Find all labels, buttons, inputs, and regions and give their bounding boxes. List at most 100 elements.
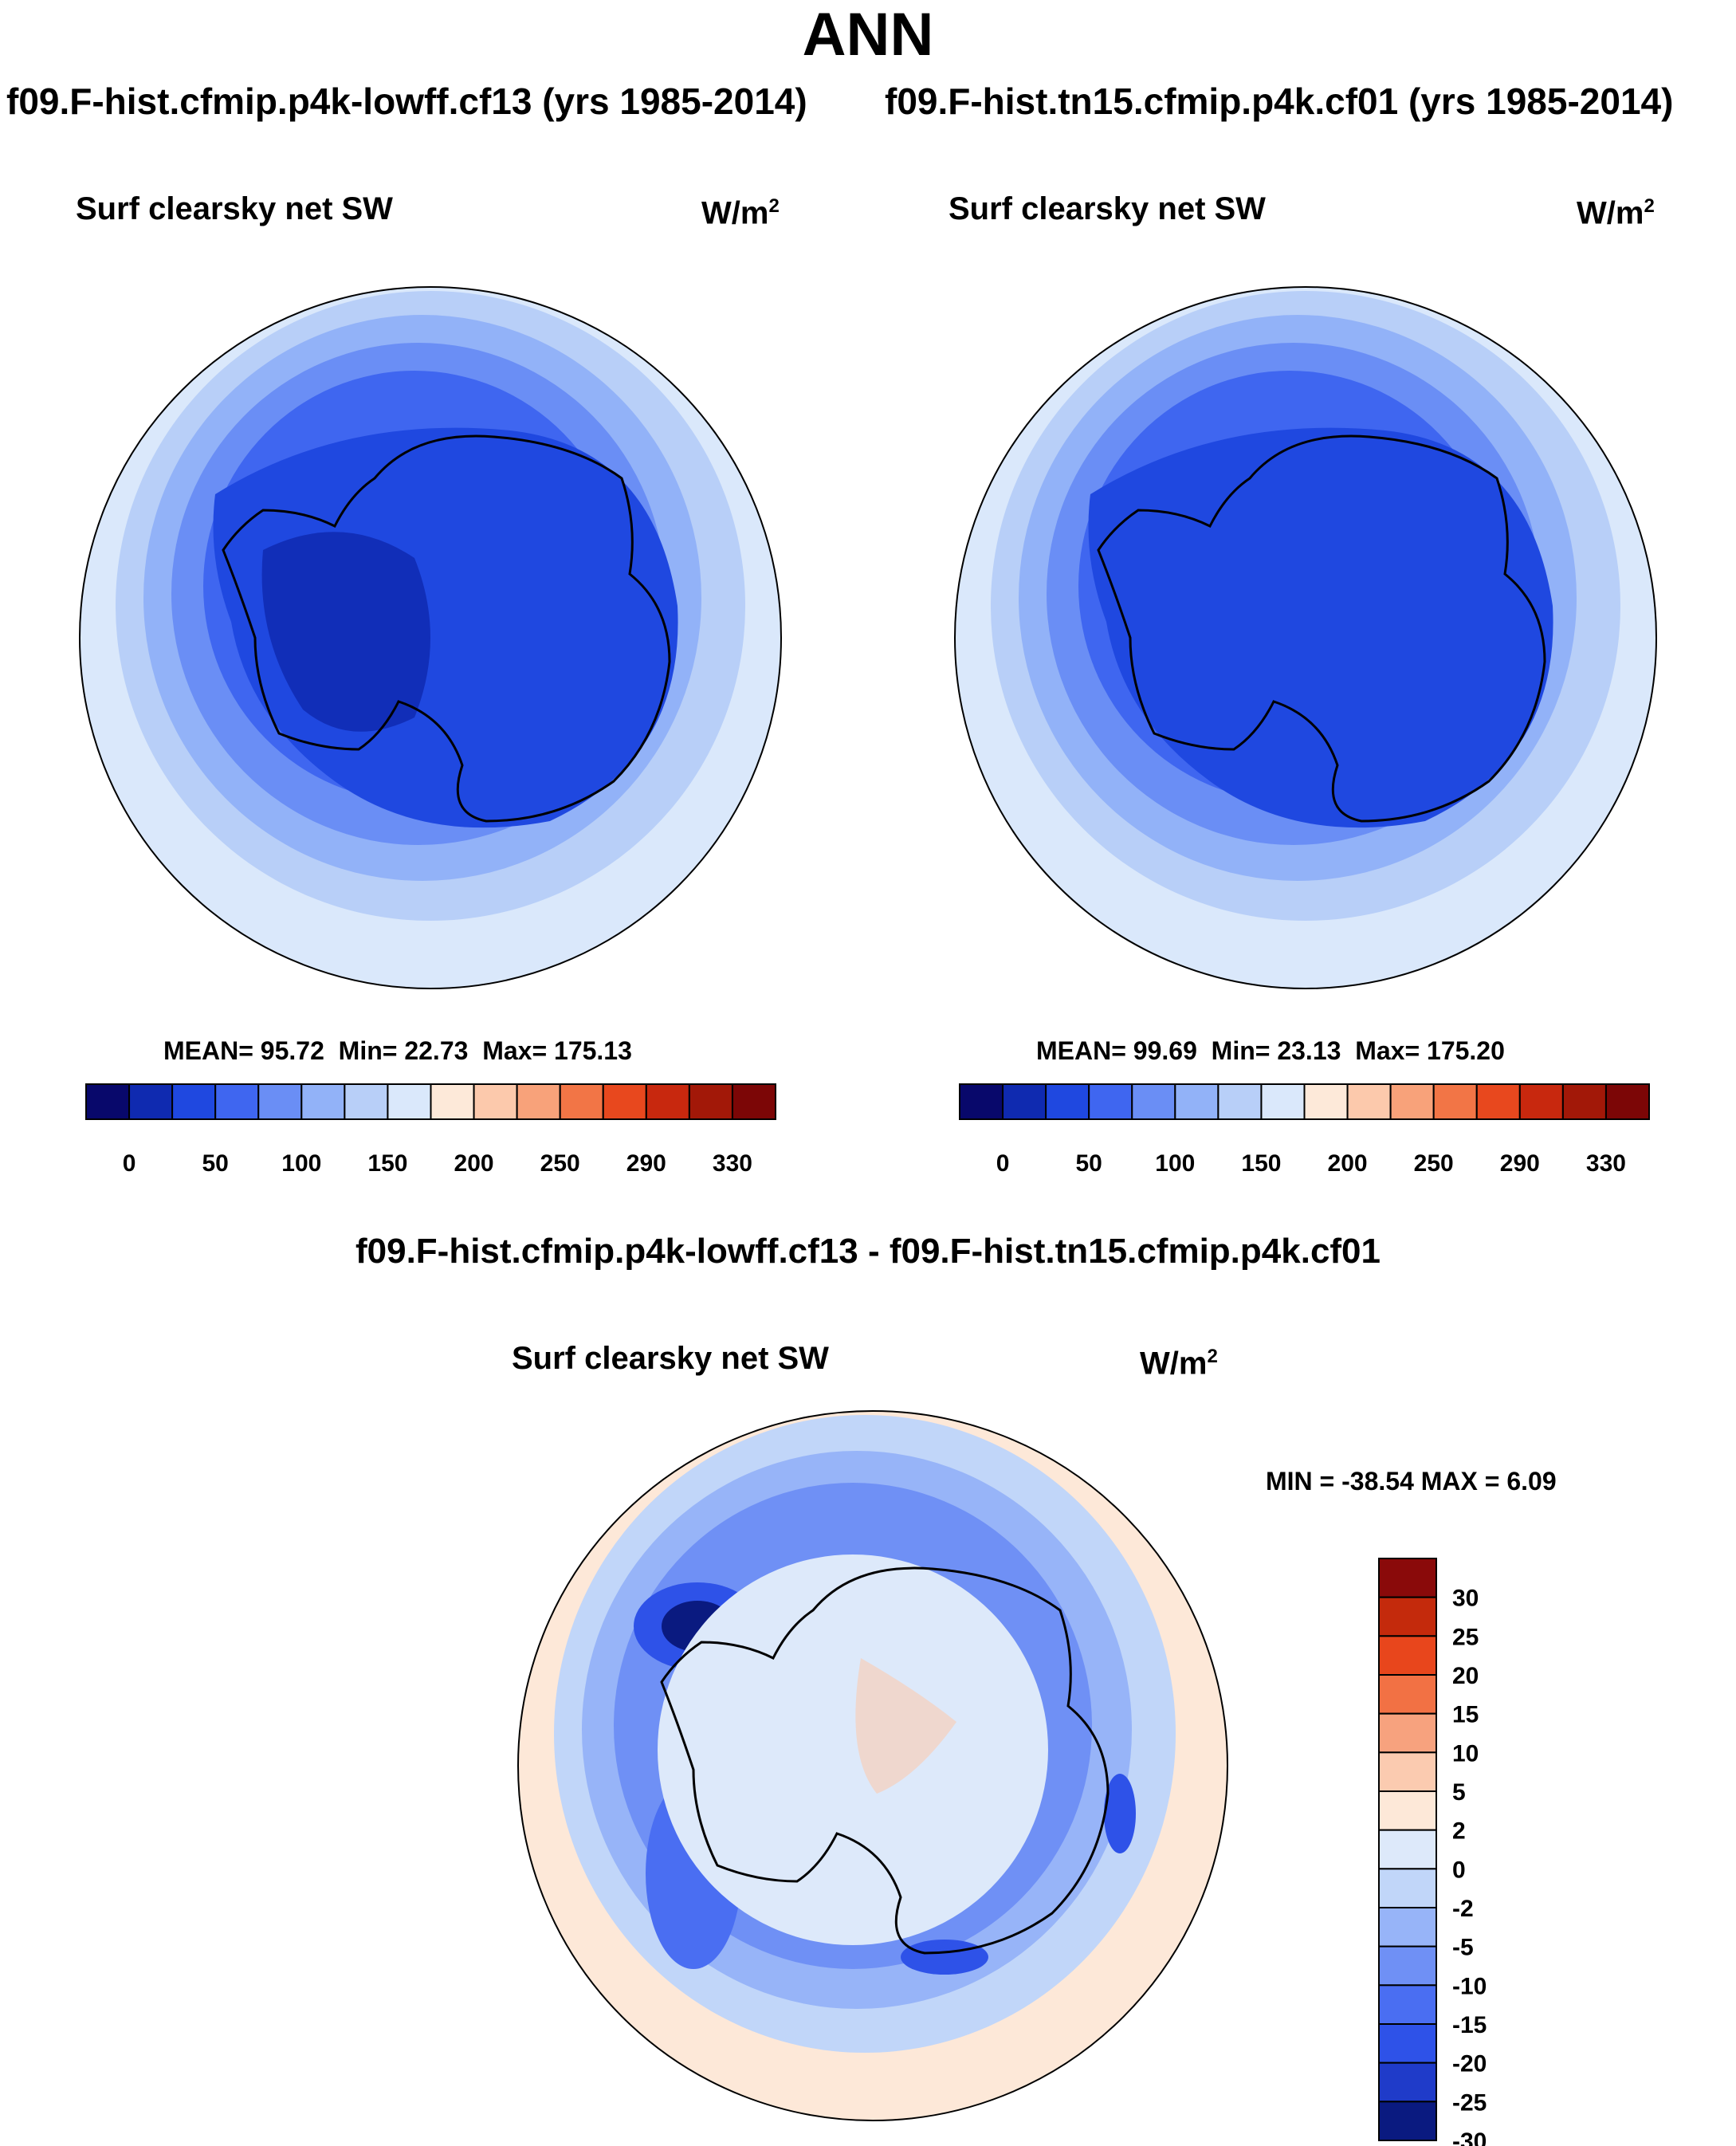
panel1-colorbar-tick-label: 50 [202,1150,229,1177]
panel2-colorbar-swatch-7 [1260,1083,1306,1120]
diff-colorbar-tick-label: 2 [1452,1818,1466,1845]
panel1-units: W/m2 [701,195,780,231]
diff-colorbar-tick-label: 15 [1452,1702,1479,1728]
diff-colorbar-swatch-4 [1378,1712,1437,1754]
diff-colorbar-tick-label: -15 [1452,2012,1487,2038]
panel2-colorbar-swatch-15 [1604,1083,1650,1120]
case2-header: f09.F-hist.tn15.cfmip.p4k.cf01 (yrs 1985… [885,81,1674,122]
panel1-colorbar-swatch-12 [602,1083,647,1120]
panel1-colorbar-swatch-8 [430,1083,475,1120]
diff-colorbar-tick-label: 30 [1452,1586,1479,1612]
panel2-colorbar-swatch-14 [1561,1083,1607,1120]
panel2-colorbar: 0 50 100 150 200 250 290 330 [959,1083,1650,1177]
panel1-stats: MEAN= 95.72 Min= 22.73 Max= 175.13 [163,1036,632,1065]
panel1-colorbar-tick-label: 250 [540,1150,580,1177]
diff-map [517,1410,1228,2121]
panel2-colorbar-swatch-6 [1217,1083,1263,1120]
diff-colorbar-swatch-11 [1378,1984,1437,2025]
panel1-colorbar-swatch-5 [300,1083,346,1120]
diff-colorbar-tick-label: -20 [1452,2051,1487,2077]
panel1-colorbar-tick-label: 330 [713,1150,752,1177]
panel1-colorbar-tick-label: 290 [626,1150,666,1177]
panel2-map [954,286,1657,989]
panel2-colorbar-swatch-9 [1346,1083,1392,1120]
diff-variable-title: Surf clearsky net SW [512,1341,829,1376]
panel2-colorbar-tick-label: 150 [1241,1150,1281,1177]
diff-colorbar-swatch-12 [1378,2023,1437,2064]
panel2-colorbar-swatch-8 [1303,1083,1349,1120]
diff-minmax: MIN = -38.54 MAX = 6.09 [1266,1467,1557,1496]
panel2-map-boundary [954,286,1657,989]
panel2-colorbar-tick-label: 100 [1155,1150,1195,1177]
diff-colorbar-swatch-1 [1378,1596,1437,1637]
diff-colorbar-swatch-3 [1378,1674,1437,1715]
panel2-colorbar-tick-label: 250 [1414,1150,1454,1177]
panel2-colorbar-swatch-4 [1131,1083,1176,1120]
diff-colorbar-swatch-0 [1378,1558,1437,1598]
panel1-colorbar-swatch-11 [559,1083,604,1120]
diff-colorbar-tick-label: 20 [1452,1663,1479,1689]
panel1-colorbar-swatch-1 [128,1083,174,1120]
panel2-colorbar-swatch-0 [959,1083,1004,1120]
panel1-colorbar-tick-label: 200 [454,1150,494,1177]
figure-title: ANN [802,1,934,69]
diff-colorbar-swatch-10 [1378,1945,1437,1987]
diff-colorbar-tick-label: -5 [1452,1935,1474,1961]
diff-colorbar-tick-label: 10 [1452,1740,1479,1767]
diff-colorbar-tick-label: 0 [1452,1857,1466,1883]
diff-colorbar-swatch-13 [1378,2061,1437,2103]
diff-colorbar-tick-label: -2 [1452,1896,1474,1922]
panel2-colorbar-tick-label: 0 [996,1150,1010,1177]
panel2-colorbar-swatch-11 [1432,1083,1478,1120]
panel1-colorbar-swatch-2 [171,1083,217,1120]
panel2-colorbar-tick-label: 290 [1500,1150,1540,1177]
panel1-antarctica-coastline [222,434,671,823]
panel2-colorbar-swatch-2 [1045,1083,1090,1120]
diff-colorbar-tick-label: 25 [1452,1624,1479,1650]
panel1-variable-title: Surf clearsky net SW [76,191,393,226]
panel2-colorbar-swatch-1 [1002,1083,1047,1120]
diff-colorbar-tick-label: -25 [1452,2089,1487,2116]
diff-map-boundary [517,1410,1228,2121]
diff-units: W/m2 [1140,1346,1218,1382]
panel1-map [79,286,782,989]
panel1-map-boundary [79,286,782,989]
panel1-colorbar-swatch-6 [344,1083,389,1120]
diff-colorbar-swatch-8 [1378,1868,1437,1908]
panel2-colorbar-tick-label: 330 [1586,1150,1626,1177]
panel1-colorbar: 0 50 100 150 200 250 290 330 [85,1083,776,1177]
panel2-stats: MEAN= 99.69 Min= 23.13 Max= 175.20 [1036,1036,1505,1065]
diff-antarctica-coastline [660,1566,1110,1955]
panel1-colorbar-tick-label: 0 [123,1150,136,1177]
panel2-colorbar-tick-label: 200 [1328,1150,1368,1177]
panel1-colorbar-swatch-9 [473,1083,518,1120]
diff-colorbar-swatch-9 [1378,1907,1437,1948]
panel2-variable-title: Surf clearsky net SW [949,191,1266,226]
panel2-antarctica-coastline [1097,434,1546,823]
panel2-colorbar-swatch-5 [1174,1083,1220,1120]
panel1-colorbar-swatch-7 [387,1083,432,1120]
diff-colorbar-swatch-6 [1378,1790,1437,1831]
panel1-colorbar-swatch-0 [85,1083,131,1120]
panel1-colorbar-swatch-3 [214,1083,260,1120]
panel1-colorbar-swatch-10 [516,1083,561,1120]
diff-colorbar-swatch-5 [1378,1751,1437,1792]
panel2-colorbar-swatch-12 [1475,1083,1521,1120]
panel2-colorbar-swatch-10 [1389,1083,1435,1120]
diff-colorbar-tick-label: -10 [1452,1973,1487,1999]
panel1-colorbar-tick-label: 100 [281,1150,321,1177]
diff-title: f09.F-hist.cfmip.p4k-lowff.cf13 - f09.F-… [355,1232,1381,1271]
panel2-units: W/m2 [1577,195,1655,231]
case1-header: f09.F-hist.cfmip.p4k-lowff.cf13 (yrs 198… [6,81,807,122]
panel2-colorbar-swatch-13 [1518,1083,1564,1120]
panel1-colorbar-tick-label: 150 [367,1150,407,1177]
panel1-colorbar-swatch-4 [257,1083,303,1120]
panel1-colorbar-swatch-13 [645,1083,690,1120]
panel2-colorbar-tick-label: 50 [1076,1150,1102,1177]
panel1-colorbar-swatch-15 [731,1083,776,1120]
diff-colorbar-swatch-14 [1378,2101,1437,2141]
diff-colorbar-tick-label: 5 [1452,1779,1466,1806]
panel1-colorbar-swatch-14 [688,1083,733,1120]
